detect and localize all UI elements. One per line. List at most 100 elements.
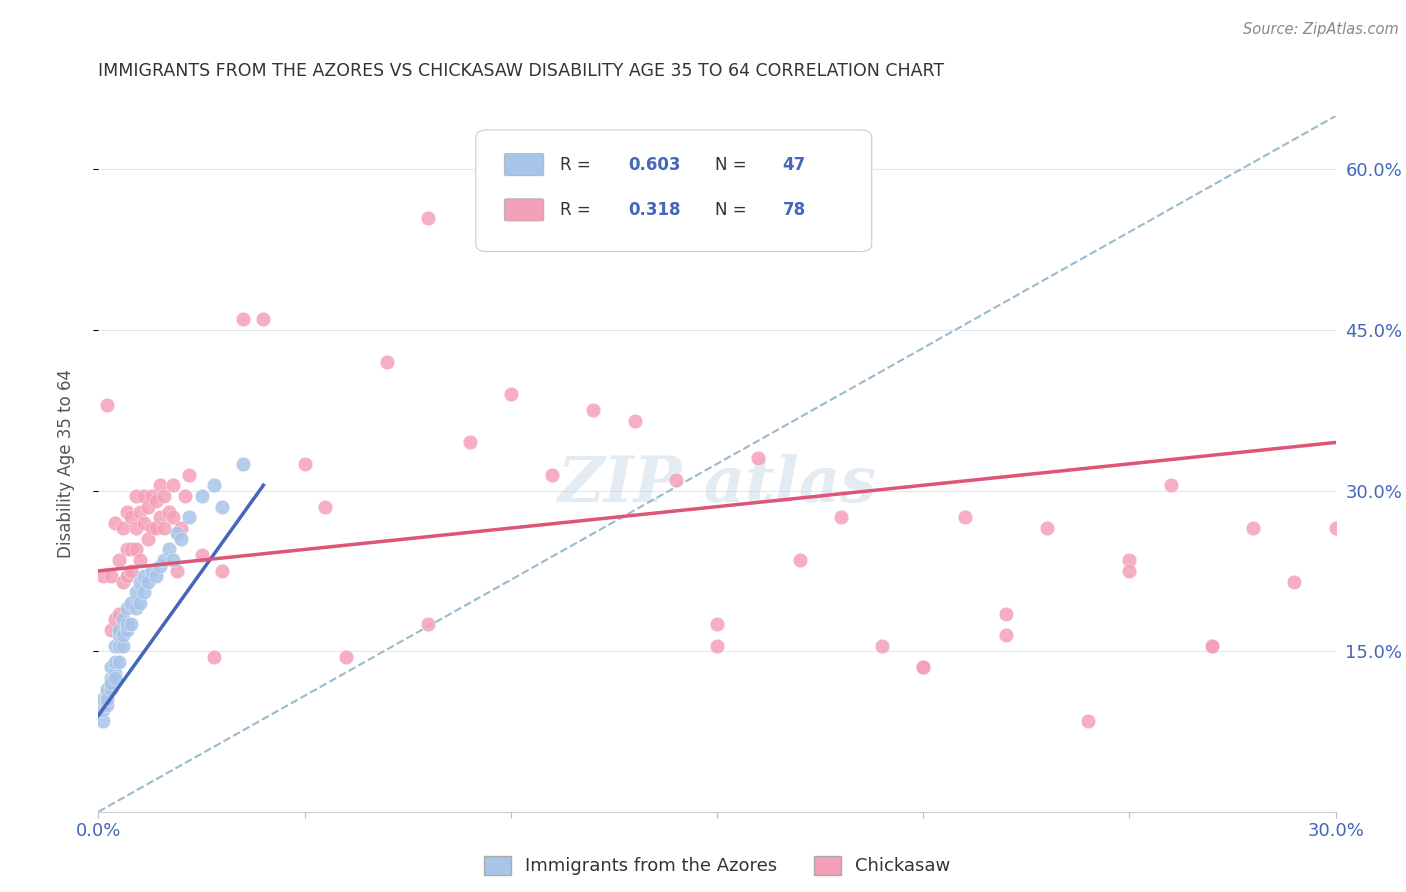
FancyBboxPatch shape [475, 130, 872, 252]
Point [1241, 521, 1264, 535]
Point [202, 478, 225, 492]
Text: R =: R = [560, 201, 596, 219]
Point [100, 681, 122, 696]
Point [108, 553, 131, 567]
Point [112, 628, 135, 642]
Point [124, 601, 146, 615]
Legend: Immigrants from the Azores, Chickasaw: Immigrants from the Azores, Chickasaw [477, 849, 957, 883]
Point [108, 655, 131, 669]
Point [870, 639, 893, 653]
Point [162, 478, 184, 492]
Point [747, 451, 769, 466]
Point [232, 457, 254, 471]
Point [132, 516, 155, 530]
Point [418, 617, 440, 632]
Point [141, 489, 163, 503]
Point [120, 510, 142, 524]
Point [108, 623, 131, 637]
Point [124, 489, 146, 503]
Point [132, 489, 155, 503]
Point [375, 355, 398, 369]
Point [96, 681, 118, 696]
Point [665, 473, 688, 487]
Point [104, 671, 127, 685]
Point [136, 532, 159, 546]
Point [153, 489, 176, 503]
Point [202, 649, 225, 664]
Point [1284, 574, 1306, 589]
Point [252, 312, 274, 326]
Point [953, 510, 976, 524]
Point [170, 521, 193, 535]
Point [1324, 521, 1347, 535]
Point [232, 312, 254, 326]
Text: 47: 47 [783, 156, 806, 174]
Point [1077, 714, 1099, 728]
Point [91, 703, 114, 717]
Point [136, 500, 159, 514]
Text: ZIP atlas: ZIP atlas [557, 454, 877, 516]
Point [100, 660, 122, 674]
Point [108, 628, 131, 642]
Point [211, 564, 233, 578]
Point [1036, 521, 1059, 535]
Point [145, 569, 167, 583]
Point [149, 510, 172, 524]
Point [153, 521, 176, 535]
Point [100, 623, 122, 637]
Point [91, 692, 114, 706]
Text: N =: N = [714, 201, 751, 219]
Point [136, 574, 159, 589]
Point [117, 623, 139, 637]
Point [104, 612, 127, 626]
Point [112, 612, 135, 626]
Point [124, 542, 146, 557]
Point [108, 607, 131, 621]
Point [830, 510, 852, 524]
Point [112, 639, 135, 653]
Point [1160, 478, 1182, 492]
Point [96, 692, 118, 706]
FancyBboxPatch shape [505, 153, 544, 176]
Point [117, 601, 139, 615]
Point [108, 639, 131, 653]
Point [418, 211, 440, 225]
Point [124, 521, 146, 535]
Text: IMMIGRANTS FROM THE AZORES VS CHICKASAW DISABILITY AGE 35 TO 64 CORRELATION CHAR: IMMIGRANTS FROM THE AZORES VS CHICKASAW … [98, 62, 945, 80]
Point [623, 414, 645, 428]
Point [104, 639, 127, 653]
Point [91, 569, 114, 583]
Point [104, 665, 127, 680]
Point [190, 548, 212, 562]
Point [149, 558, 172, 573]
Point [458, 435, 481, 450]
Point [91, 714, 114, 728]
Point [335, 649, 357, 664]
Point [174, 489, 197, 503]
Point [153, 553, 176, 567]
Point [132, 585, 155, 599]
Text: 0.318: 0.318 [628, 201, 681, 219]
Point [1201, 639, 1223, 653]
Point [128, 574, 150, 589]
Point [100, 569, 122, 583]
Point [179, 510, 201, 524]
Text: 78: 78 [783, 201, 806, 219]
Point [96, 687, 118, 701]
Point [117, 617, 139, 632]
Point [104, 516, 127, 530]
Text: N =: N = [714, 156, 751, 174]
Point [120, 542, 142, 557]
Point [1201, 639, 1223, 653]
Point [170, 532, 193, 546]
Point [211, 500, 233, 514]
Point [994, 607, 1017, 621]
Point [96, 698, 118, 712]
Point [179, 467, 201, 482]
Text: Source: ZipAtlas.com: Source: ZipAtlas.com [1243, 22, 1399, 37]
Point [157, 542, 180, 557]
Point [789, 553, 811, 567]
Point [1118, 564, 1140, 578]
Point [190, 489, 212, 503]
Point [706, 617, 728, 632]
